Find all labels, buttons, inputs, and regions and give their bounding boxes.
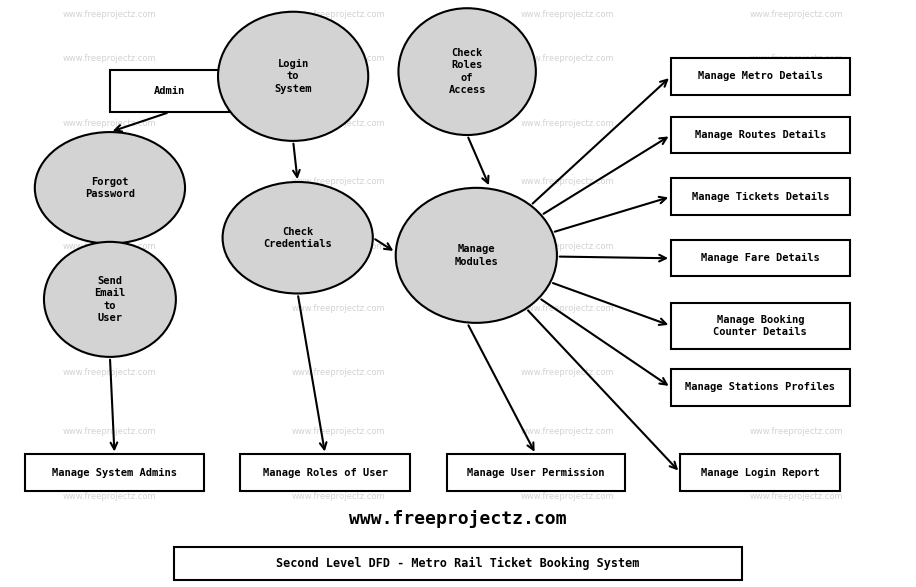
Text: Manage Tickets Details: Manage Tickets Details <box>692 191 829 202</box>
Text: www.freeprojectz.com: www.freeprojectz.com <box>750 427 844 436</box>
Text: www.freeprojectz.com: www.freeprojectz.com <box>292 242 386 251</box>
Text: www.freeprojectz.com: www.freeprojectz.com <box>521 427 615 436</box>
Text: Manage User Permission: Manage User Permission <box>467 467 605 478</box>
Text: Send
Email
to
User: Send Email to User <box>94 276 125 323</box>
Ellipse shape <box>218 12 368 141</box>
Text: www.freeprojectz.com: www.freeprojectz.com <box>63 427 157 436</box>
Ellipse shape <box>44 242 176 357</box>
FancyBboxPatch shape <box>671 240 850 276</box>
Text: www.freeprojectz.com: www.freeprojectz.com <box>292 10 386 19</box>
Text: www.freeprojectz.com: www.freeprojectz.com <box>750 242 844 251</box>
Text: www.freeprojectz.com: www.freeprojectz.com <box>63 242 157 251</box>
Text: Check
Roles
of
Access: Check Roles of Access <box>449 48 485 95</box>
Text: www.freeprojectz.com: www.freeprojectz.com <box>292 303 386 313</box>
Text: www.freeprojectz.com: www.freeprojectz.com <box>63 368 157 377</box>
FancyBboxPatch shape <box>680 454 840 491</box>
Ellipse shape <box>396 188 557 323</box>
Text: Forgot
Password: Forgot Password <box>85 177 135 199</box>
FancyBboxPatch shape <box>240 454 409 491</box>
Text: www.freeprojectz.com: www.freeprojectz.com <box>63 491 157 501</box>
Text: Manage System Admins: Manage System Admins <box>52 467 177 478</box>
Text: www.freeprojectz.com: www.freeprojectz.com <box>521 54 615 63</box>
Text: www.freeprojectz.com: www.freeprojectz.com <box>292 177 386 187</box>
FancyBboxPatch shape <box>671 303 850 349</box>
FancyBboxPatch shape <box>671 117 850 153</box>
FancyBboxPatch shape <box>110 70 229 112</box>
Text: www.freeprojectz.com: www.freeprojectz.com <box>63 119 157 128</box>
Ellipse shape <box>398 8 536 135</box>
Text: www.freeprojectz.com: www.freeprojectz.com <box>292 119 386 128</box>
Text: www.freeprojectz.com: www.freeprojectz.com <box>63 303 157 313</box>
Text: Manage Booking
Counter Details: Manage Booking Counter Details <box>714 315 807 337</box>
Text: Login
to
System: Login to System <box>275 59 311 94</box>
Text: Manage Fare Details: Manage Fare Details <box>701 253 820 264</box>
FancyBboxPatch shape <box>671 178 850 215</box>
Text: Check
Credentials: Check Credentials <box>263 227 333 249</box>
Text: www.freeprojectz.com: www.freeprojectz.com <box>521 491 615 501</box>
Text: Manage Login Report: Manage Login Report <box>701 467 820 478</box>
Text: www.freeprojectz.com: www.freeprojectz.com <box>750 10 844 19</box>
Text: www.freeprojectz.com: www.freeprojectz.com <box>750 303 844 313</box>
Text: Second Level DFD - Metro Rail Ticket Booking System: Second Level DFD - Metro Rail Ticket Boo… <box>277 557 639 570</box>
Ellipse shape <box>35 132 185 244</box>
Text: www.freeprojectz.com: www.freeprojectz.com <box>750 54 844 63</box>
Text: www.freeprojectz.com: www.freeprojectz.com <box>521 303 615 313</box>
Text: www.freeprojectz.com: www.freeprojectz.com <box>750 177 844 187</box>
FancyBboxPatch shape <box>671 369 850 406</box>
FancyBboxPatch shape <box>174 547 742 580</box>
Text: www.freeprojectz.com: www.freeprojectz.com <box>292 368 386 377</box>
Text: www.freeprojectz.com: www.freeprojectz.com <box>292 427 386 436</box>
Text: www.freeprojectz.com: www.freeprojectz.com <box>521 119 615 128</box>
FancyBboxPatch shape <box>446 454 625 491</box>
Text: www.freeprojectz.com: www.freeprojectz.com <box>292 54 386 63</box>
FancyBboxPatch shape <box>671 58 850 95</box>
Text: Manage Routes Details: Manage Routes Details <box>694 130 826 140</box>
Text: www.freeprojectz.com: www.freeprojectz.com <box>750 368 844 377</box>
Text: www.freeprojectz.com: www.freeprojectz.com <box>521 177 615 187</box>
Text: www.freeprojectz.com: www.freeprojectz.com <box>521 10 615 19</box>
Text: Manage
Modules: Manage Modules <box>454 244 498 266</box>
Text: www.freeprojectz.com: www.freeprojectz.com <box>349 511 567 528</box>
Text: Manage Metro Details: Manage Metro Details <box>698 71 823 82</box>
Text: www.freeprojectz.com: www.freeprojectz.com <box>750 119 844 128</box>
Text: Admin: Admin <box>154 86 185 96</box>
Text: Manage Roles of User: Manage Roles of User <box>263 467 387 478</box>
FancyBboxPatch shape <box>25 454 203 491</box>
Text: www.freeprojectz.com: www.freeprojectz.com <box>63 10 157 19</box>
Text: www.freeprojectz.com: www.freeprojectz.com <box>521 368 615 377</box>
Text: www.freeprojectz.com: www.freeprojectz.com <box>521 242 615 251</box>
Text: www.freeprojectz.com: www.freeprojectz.com <box>63 177 157 187</box>
Text: www.freeprojectz.com: www.freeprojectz.com <box>750 491 844 501</box>
Text: Manage Stations Profiles: Manage Stations Profiles <box>685 382 835 393</box>
Text: www.freeprojectz.com: www.freeprojectz.com <box>292 491 386 501</box>
Ellipse shape <box>223 182 373 294</box>
Text: www.freeprojectz.com: www.freeprojectz.com <box>63 54 157 63</box>
